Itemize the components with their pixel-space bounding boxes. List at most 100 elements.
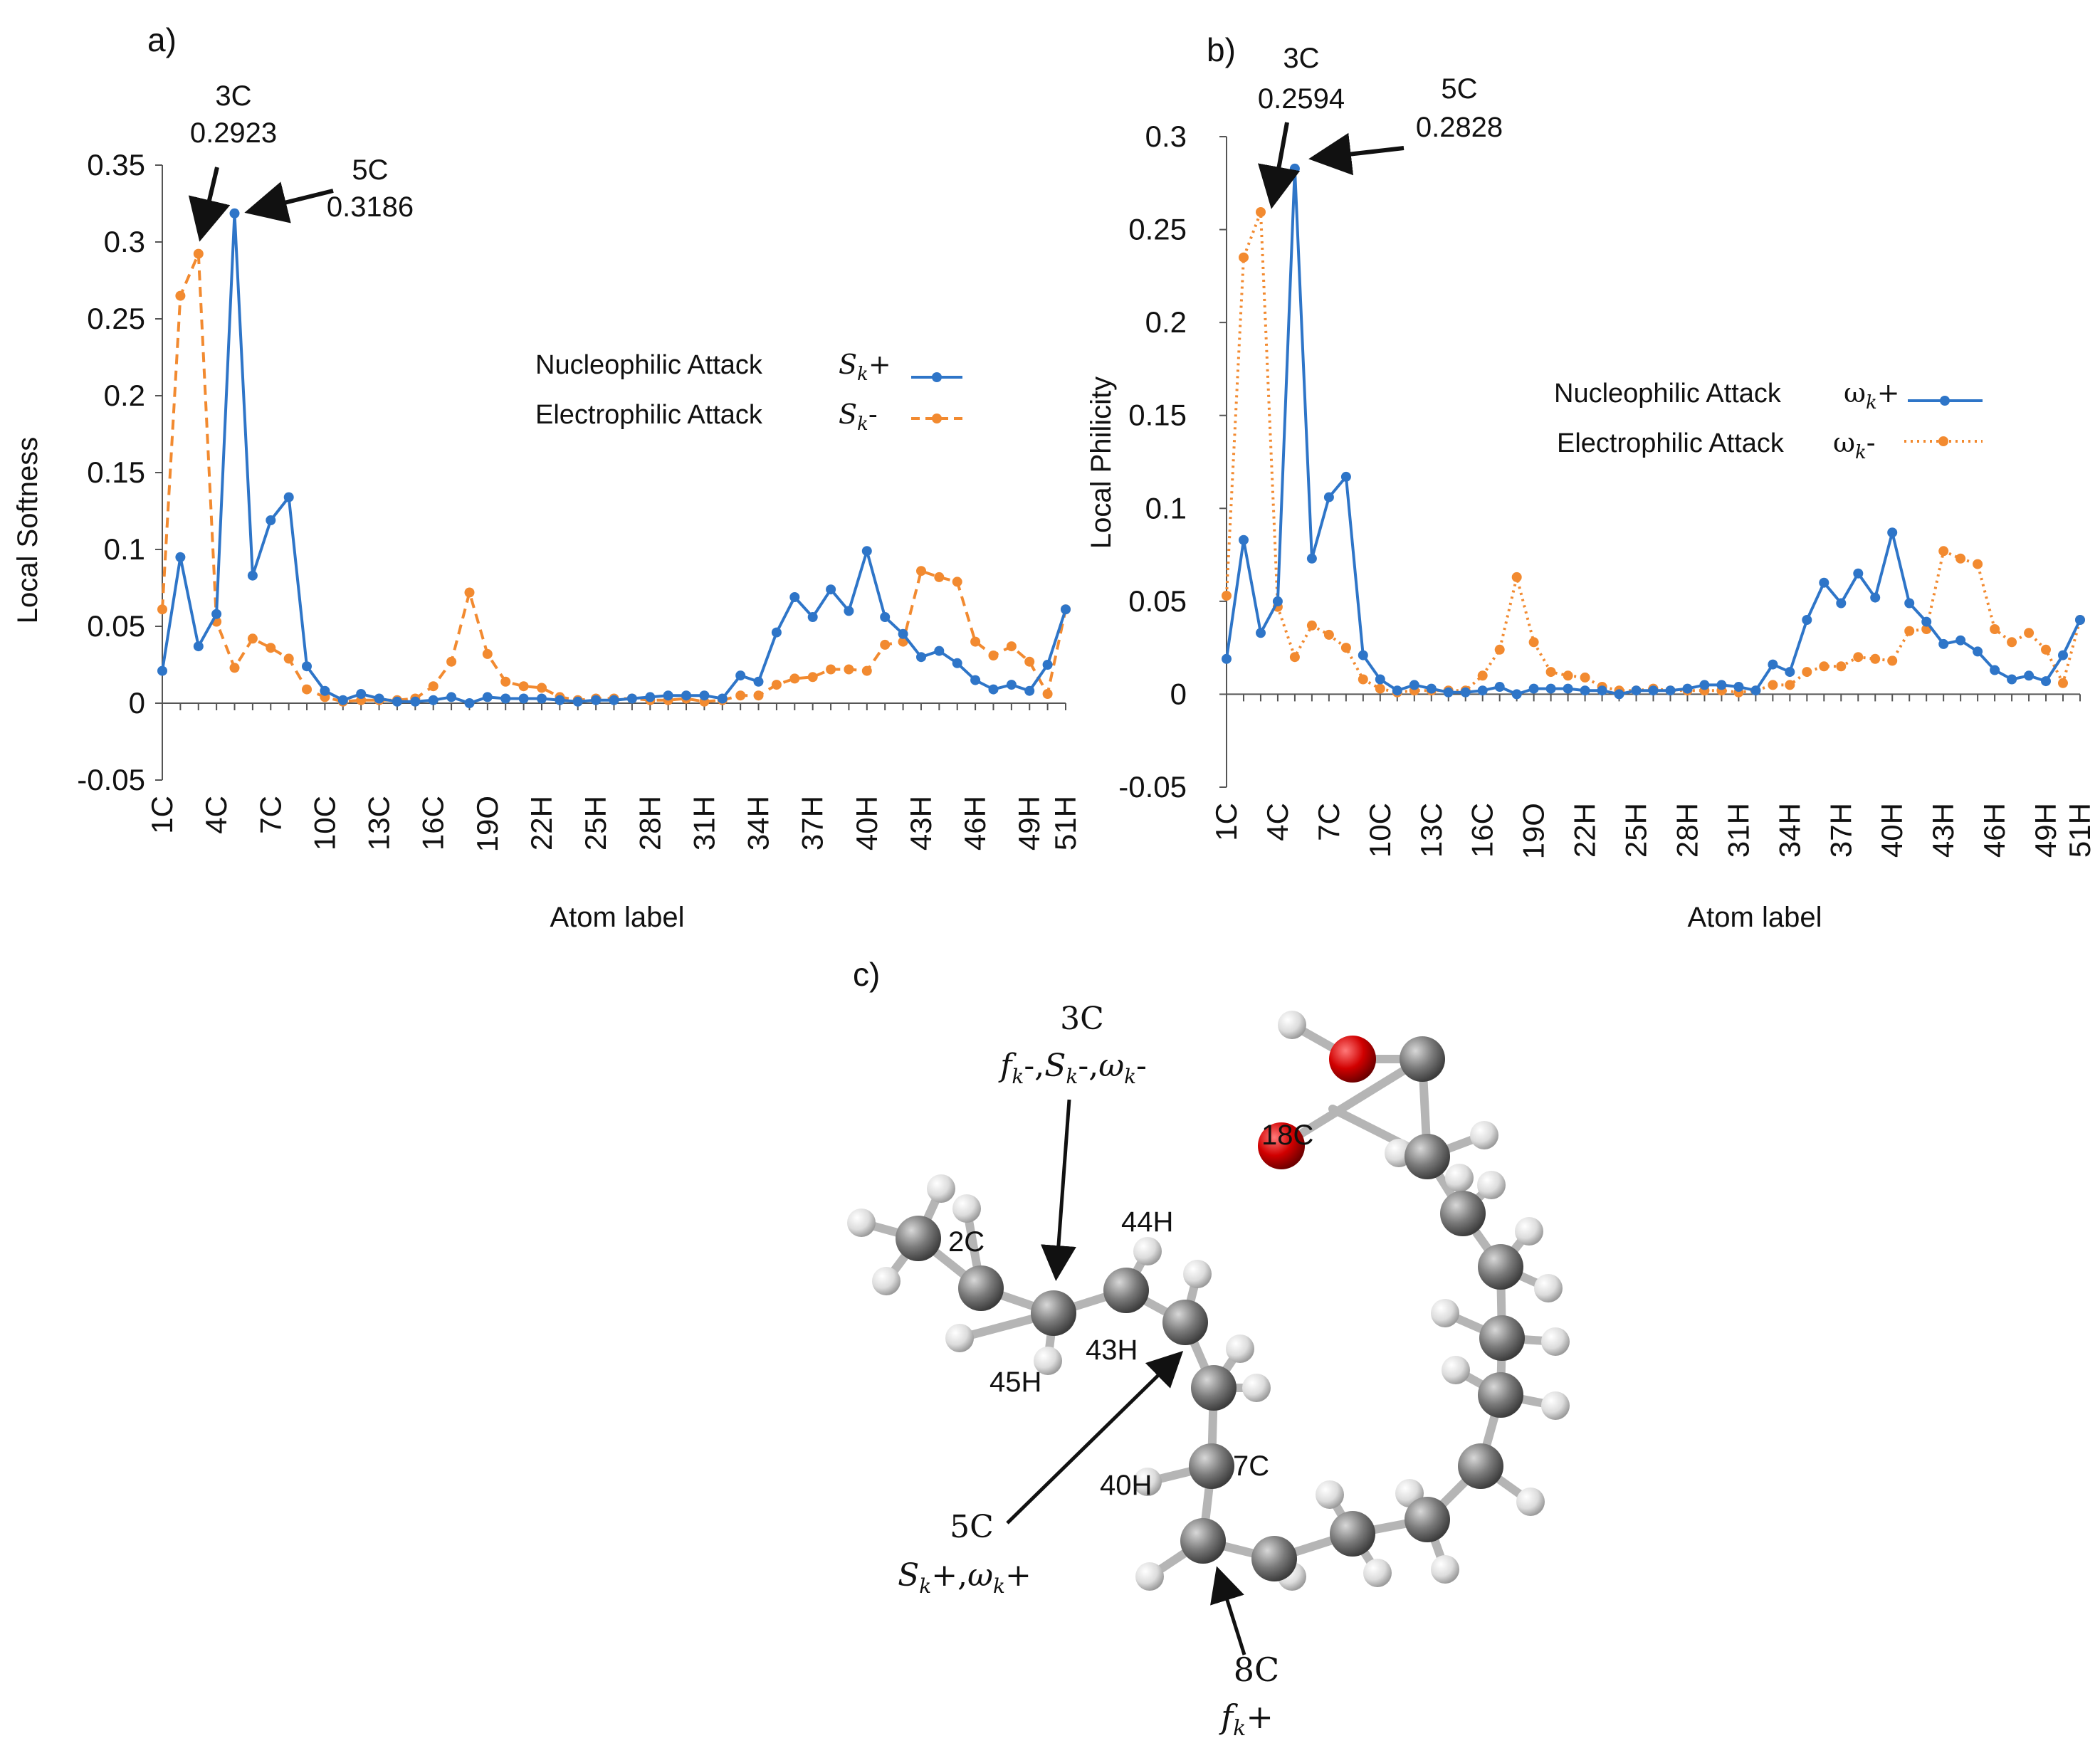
panel-a-legend-label-electrophilic: Electrophilic Attack: [535, 400, 763, 430]
callout-3c-arrow: [1040, 1099, 1076, 1281]
nucleophilic-point: [1494, 682, 1505, 692]
electrophilic-point: [1306, 620, 1317, 631]
panel-a-x-axis-title: Atom label: [550, 902, 685, 933]
panel-a-chart: a) -0.05 0 0.05 0.1 0.15 0.2 0.25 0.3 0.35 1C 4C 7…: [12, 21, 1082, 933]
hydrogen-atom: [1515, 1217, 1543, 1246]
panel-b-chart: b) -0.05 0 0.05 0.1 0.15 0.2 0.25 0.3 1C 4C 7C 10C…: [1086, 31, 2096, 933]
carbon-atom: [1191, 1365, 1237, 1411]
nucleophilic-point: [1819, 577, 1829, 588]
nucleophilic-point: [337, 695, 348, 705]
electrophilic-point: [1256, 207, 1266, 217]
carbon-atom: [1251, 1536, 1297, 1581]
hydrogen-atom: [927, 1174, 955, 1203]
hydrogen-atom: [1445, 1164, 1474, 1192]
x-tick-label: 25H: [1619, 803, 1653, 858]
electrophilic-point: [446, 656, 457, 667]
carbon-atom: [1405, 1497, 1450, 1542]
electrophilic-point: [482, 648, 493, 659]
nucleophilic-point: [374, 693, 384, 704]
carbon-atom: [958, 1265, 1004, 1311]
electrophilic-point: [1006, 641, 1017, 652]
callout-8c-arrow: [1210, 1566, 1246, 1655]
hydrogen-atom: [1278, 1011, 1306, 1039]
callout-8c-atom: 8C: [1234, 1650, 1279, 1689]
nucleophilic-point: [410, 696, 421, 707]
nucleophilic-point: [663, 690, 673, 701]
panel-b-legend-entry-electrophilic: Electrophilic Attack ωk-: [1557, 427, 1983, 463]
electrophilic-point: [193, 248, 204, 259]
electrophilic-point: [1358, 674, 1368, 685]
x-tick-label: 1C: [1209, 803, 1243, 841]
x-tick-label: 49H: [2029, 803, 2062, 858]
hydrogen-atom: [1431, 1555, 1459, 1584]
y-tick-label: 0.2: [104, 379, 145, 412]
panel-a-annotation-3c-atom: 3C: [215, 80, 251, 112]
panel-c-label: c): [853, 956, 880, 993]
hydrogen-atom: [1431, 1299, 1459, 1327]
nucleophilic-point: [1024, 685, 1035, 696]
panel-a-annotation-3c-value: 0.2923: [190, 117, 277, 149]
nucleophilic-point: [1272, 596, 1283, 606]
x-tick-label: 4C: [199, 796, 233, 834]
nucleophilic-point: [898, 628, 908, 639]
electrophilic-point: [880, 639, 891, 650]
nucleophilic-point: [2041, 676, 2051, 687]
nucleophilic-point: [518, 693, 529, 704]
electrophilic-point: [934, 572, 945, 582]
electrophilic-point: [916, 566, 926, 576]
atom-label-45h: 45H: [989, 1367, 1041, 1398]
panel-a-legend: Nucleophilic Attack Sk+ Electrophilic At…: [535, 349, 962, 435]
nucleophilic-point: [1511, 689, 1522, 700]
nucleophilic-point: [1580, 685, 1590, 696]
electrophilic-point: [1955, 553, 1966, 564]
electrophilic-point: [464, 587, 475, 598]
nucleophilic-point: [1733, 682, 1744, 692]
panel-b-annotation-3c-arrow: [1258, 122, 1301, 209]
electrophilic-point: [428, 681, 439, 692]
panel-b-y-axis-title: Local Philicity: [1086, 377, 1117, 549]
panel-b-annotation-5c: 5C 0.2828: [1308, 73, 1503, 176]
nucleophilic-point: [1323, 492, 1334, 502]
x-tick-label: 31H: [1721, 803, 1755, 858]
callout-3c: 3C fk-,Sk-,ωk-: [998, 1001, 1147, 1281]
carbon-atom: [1458, 1443, 1503, 1489]
nucleophilic-point: [2075, 615, 2085, 625]
hydrogen-atom: [952, 1194, 981, 1223]
carbon-atom: [1400, 1036, 1445, 1082]
nucleophilic-point: [1648, 685, 1659, 696]
panel-b-y-ticks: -0.05 0 0.05 0.1 0.15 0.2 0.25 0.3: [1118, 120, 1227, 804]
electrophilic-point: [1768, 680, 1778, 690]
x-tick-label: 46H: [958, 796, 992, 851]
electrophilic-point: [1289, 652, 1300, 663]
panel-b-x-axis-title: Atom label: [1688, 902, 1822, 933]
nucleophilic-point: [626, 693, 637, 704]
electrophilic-point: [518, 681, 529, 692]
x-tick-label: 7C: [253, 796, 287, 834]
nucleophilic-point: [1392, 685, 1402, 696]
nucleophilic-point: [2058, 650, 2068, 660]
atom-label-40h: 40H: [1100, 1470, 1152, 1501]
hydrogen-atom: [945, 1324, 974, 1352]
carbon-atom: [1180, 1518, 1226, 1564]
carbon-atom: [1162, 1300, 1208, 1345]
nucleophilic-point: [1545, 683, 1556, 694]
nucleophilic-point: [916, 652, 926, 663]
electrophilic-point: [2024, 628, 2035, 638]
x-tick-label: 43H: [904, 796, 938, 851]
nucleophilic-point: [1306, 553, 1317, 564]
oxygen-atom: [1329, 1036, 1376, 1083]
hydrogen-atom: [1135, 1562, 1164, 1591]
nucleophilic-point: [1358, 650, 1368, 660]
x-tick-label: 13C: [362, 796, 396, 851]
atom-label-18c: 18C: [1261, 1120, 1313, 1151]
panel-a-legend-marker-electrophilic: [932, 414, 942, 423]
nucleophilic-point: [1921, 616, 1932, 627]
nucleophilic-point: [645, 692, 656, 702]
carbon-atom: [1103, 1268, 1149, 1313]
nucleophilic-point: [970, 675, 981, 685]
y-tick-label: 0: [129, 686, 145, 720]
nucleophilic-point: [572, 696, 583, 707]
nucleophilic-series-line: [161, 211, 1067, 705]
hydrogen-atom: [1363, 1559, 1392, 1587]
panel-b-annotation-3c-value: 0.2594: [1258, 83, 1345, 115]
